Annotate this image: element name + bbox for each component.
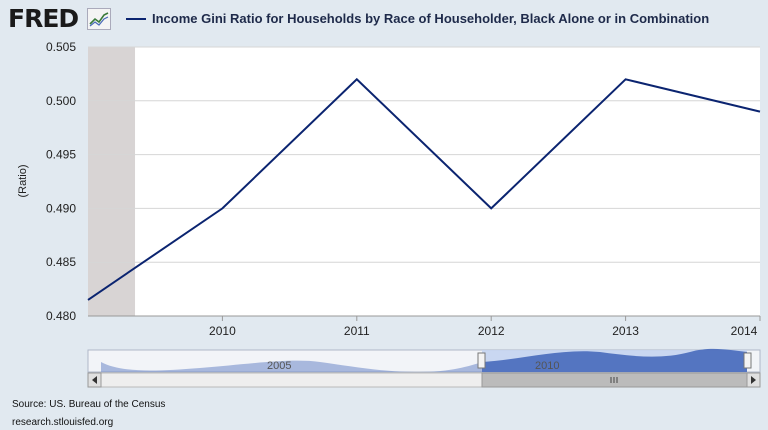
navigator-label-right: 2010 xyxy=(535,360,559,372)
navigator-handle-right[interactable] xyxy=(743,352,752,369)
navigator-area-left xyxy=(101,360,482,372)
chart-header: FRED Income Gini Ratio for Households by… xyxy=(0,0,768,38)
x-tick-label: 2012 xyxy=(478,324,505,338)
scrollbar-grip-icon xyxy=(610,377,618,383)
x-tick-label: 2011 xyxy=(344,324,370,338)
y-tick-label: 0.500 xyxy=(46,94,76,108)
x-axis-ticks: 2010 2011 2012 2013 2014 xyxy=(209,316,761,338)
plot-background xyxy=(88,47,760,316)
source-note: Source: US. Bureau of the Census xyxy=(12,399,166,410)
arrow-right-icon xyxy=(751,376,756,384)
navigator-label-left: 2005 xyxy=(267,360,291,372)
fred-logo: FRED xyxy=(8,4,79,33)
x-tick-label: 2013 xyxy=(612,324,639,338)
time-navigator[interactable]: 2005 2010 xyxy=(87,348,761,373)
fred-chart-icon xyxy=(87,8,111,30)
arrow-left-icon xyxy=(92,376,97,384)
y-tick-label: 0.505 xyxy=(46,40,76,54)
x-tick-label: 2010 xyxy=(209,324,236,338)
navigator-handle-left[interactable] xyxy=(477,352,486,369)
y-tick-label: 0.480 xyxy=(46,309,76,323)
legend-label: Income Gini Ratio for Households by Race… xyxy=(152,11,710,26)
scrollbar[interactable] xyxy=(87,372,761,388)
y-tick-label: 0.485 xyxy=(46,255,76,269)
x-tick-label: 2014 xyxy=(731,324,758,338)
navigator-area-selected xyxy=(482,348,747,372)
series-line xyxy=(87,77,761,301)
gridlines xyxy=(88,46,760,263)
legend-swatch xyxy=(126,18,146,20)
recession-shading xyxy=(88,47,136,316)
y-tick-label: 0.490 xyxy=(46,201,76,215)
y-tick-label: 0.495 xyxy=(46,148,76,162)
y-axis-ticks: 0.480 0.485 0.490 0.495 0.500 0.505 xyxy=(46,40,76,323)
source-site: research.stlouisfed.org xyxy=(12,417,114,428)
